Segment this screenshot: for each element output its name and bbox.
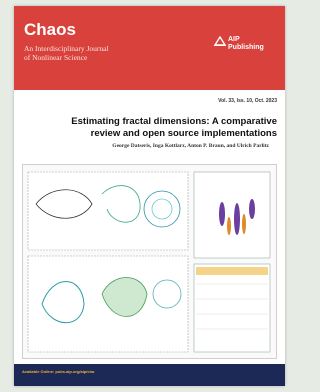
title-line: Estimating fractal dimensions: A compara… — [71, 116, 277, 128]
footer-text: Available Online: pubs.aip.org/aip/cha — [22, 369, 94, 374]
issue-info: Vol. 33, Iss. 10, Oct. 2023 — [218, 98, 277, 104]
publisher-line: AIP — [228, 36, 264, 44]
subtitle-line: of Nonlinear Science — [24, 53, 109, 62]
publisher: AIP Publishing — [228, 36, 264, 51]
authors: George Datseris, Inga Kottlarz, Anton P.… — [112, 143, 269, 149]
page: Chaos An Interdisciplinary Journal of No… — [0, 0, 298, 392]
journal-subtitle: An Interdisciplinary Journal of Nonlinea… — [24, 44, 109, 62]
cover-figure — [22, 164, 277, 359]
footer-band: Available Online: pubs.aip.org/aip/cha — [14, 364, 285, 386]
subtitle-line: An Interdisciplinary Journal — [24, 44, 109, 53]
journal-cover: Chaos An Interdisciplinary Journal of No… — [14, 6, 285, 386]
publisher-line: Publishing — [228, 44, 264, 52]
journal-name: Chaos — [24, 20, 76, 40]
header-band: Chaos An Interdisciplinary Journal of No… — [14, 6, 285, 90]
title-line: review and open source implementations — [71, 128, 277, 140]
publisher-logo — [214, 36, 226, 46]
article-title: Estimating fractal dimensions: A compara… — [71, 116, 277, 140]
